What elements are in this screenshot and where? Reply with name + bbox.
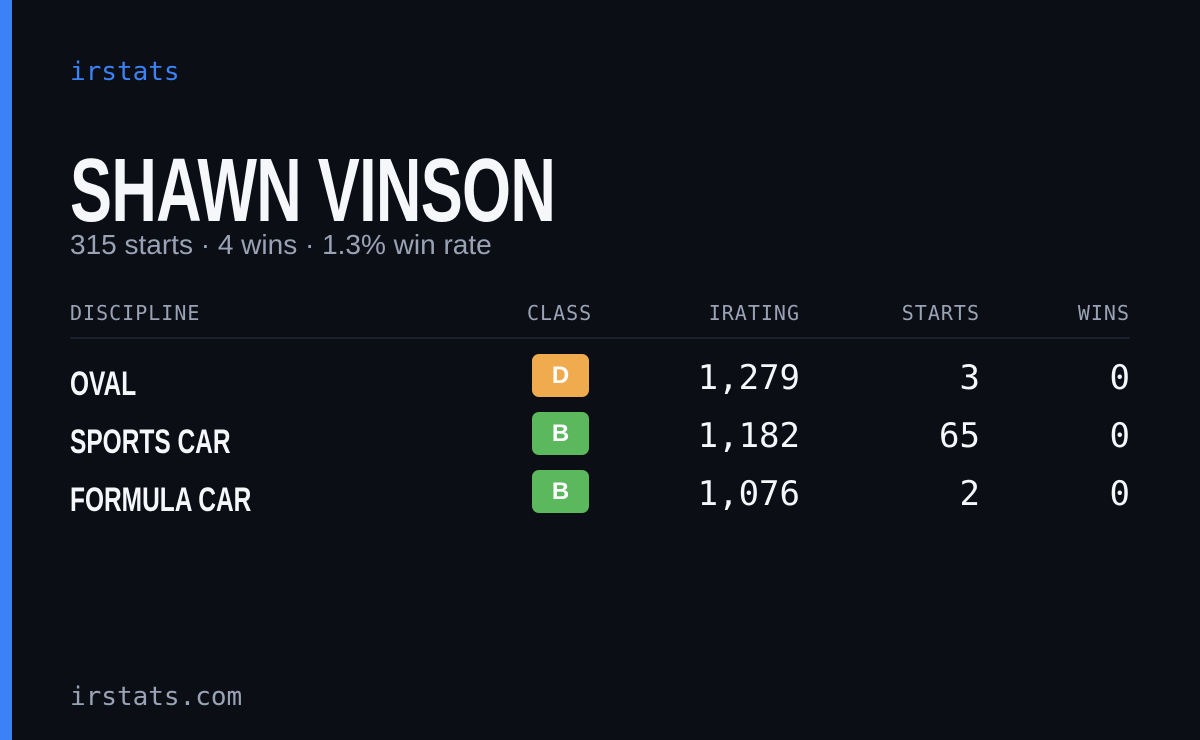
discipline: FORMULA CAR [70, 481, 252, 519]
summary: 315 starts · 4 wins · 1.3% win rate [70, 229, 492, 260]
class-badge: B [532, 470, 589, 513]
column-header: IRATING [708, 301, 800, 325]
column-header: WINS [1077, 301, 1130, 325]
wins: 0 [1109, 474, 1130, 514]
footer-site: irstats.com [70, 682, 243, 712]
wins: 0 [1109, 358, 1130, 398]
discipline: SPORTS CAR [70, 423, 231, 461]
column-header: DISCIPLINE [70, 301, 201, 325]
driver-name: SHAWN VINSON [70, 141, 556, 241]
class-badge: B [532, 412, 589, 455]
column-header: STARTS [901, 301, 980, 325]
brand: irstats [70, 57, 180, 87]
column-header: CLASS [527, 301, 593, 325]
class-badge: D [532, 354, 589, 397]
wins: 0 [1109, 416, 1130, 456]
accent-bar [0, 0, 12, 740]
starts: 2 [959, 474, 980, 514]
irating: 1,182 [697, 416, 800, 456]
irating: 1,076 [697, 474, 800, 514]
starts: 3 [959, 358, 980, 398]
discipline: OVAL [70, 365, 137, 403]
starts: 65 [939, 416, 980, 456]
irating: 1,279 [697, 358, 800, 398]
header-rule [70, 337, 1130, 339]
